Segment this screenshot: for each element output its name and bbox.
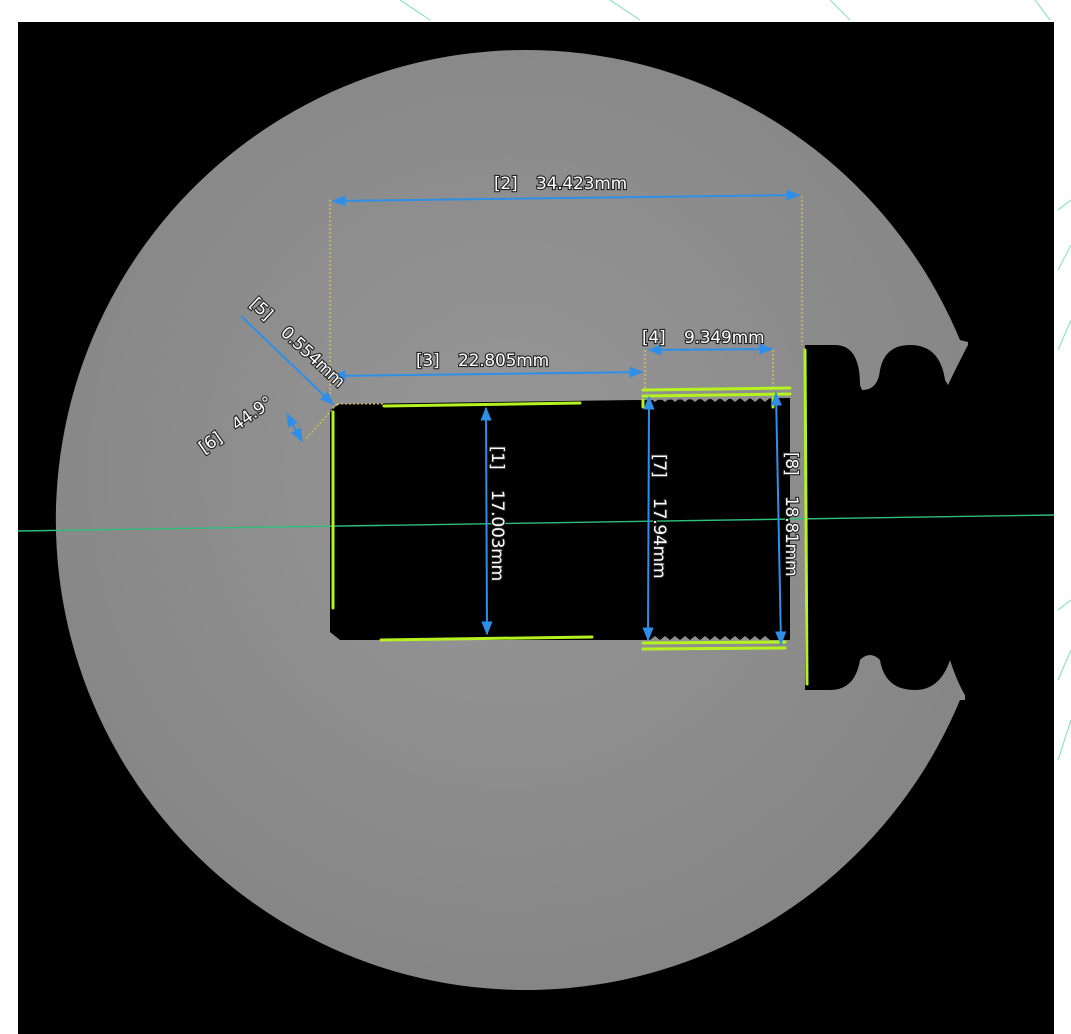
label-3-value: 22.805mm [458, 351, 549, 371]
dim-1-line [480, 406, 493, 636]
part-right-cavity [805, 345, 1054, 700]
dim-6-line [286, 412, 303, 443]
extension-lines [304, 196, 803, 441]
label-8-id: [8] [781, 452, 801, 475]
label-8-value: 18.81mm [781, 496, 801, 576]
label-4-id: [4] [642, 328, 665, 348]
label-1-id: [1] [487, 446, 507, 469]
label-4-value: 9.349mm [684, 328, 764, 348]
dim-5-line [240, 315, 335, 405]
dim-8-line [770, 391, 787, 646]
dim-7-line [642, 395, 655, 642]
watermark-lines [399, 0, 1071, 761]
dim-2-line [331, 189, 801, 207]
part-bore [330, 398, 790, 640]
label-7-value: 17.94mm [649, 498, 669, 578]
label-1-value: 17.003mm [487, 490, 507, 581]
label-3-id: [3] [416, 351, 439, 371]
dim-4-line [647, 343, 774, 356]
dimension-lines [240, 189, 801, 646]
dim-3-line [331, 366, 644, 382]
centerline [18, 514, 1054, 532]
label-7-id: [7] [649, 454, 669, 477]
fitted-edges [331, 348, 809, 686]
label-2-id: [2] [494, 174, 517, 194]
label-2-value: 34.423mm [536, 174, 627, 194]
